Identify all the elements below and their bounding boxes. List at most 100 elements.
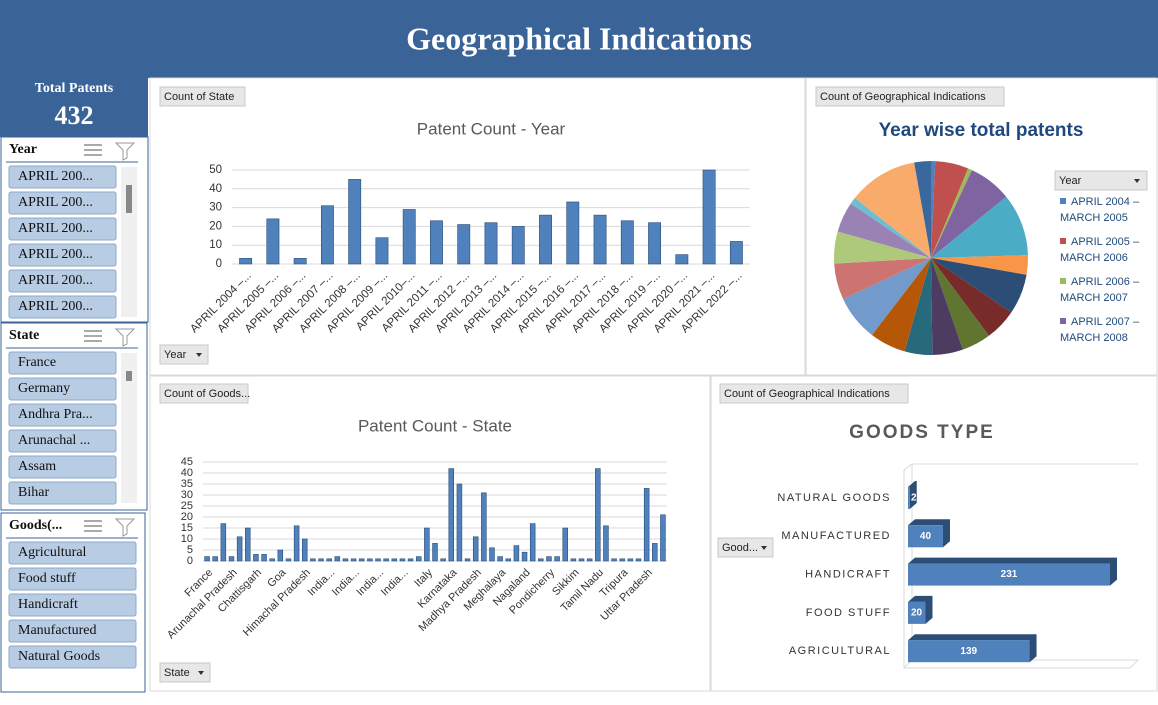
legend-swatch xyxy=(1060,318,1066,324)
pie-slice xyxy=(931,258,963,355)
bar xyxy=(391,558,398,562)
slicer-item[interactable] xyxy=(8,541,137,565)
value-button-label: Count of Goods... xyxy=(164,388,250,400)
bar xyxy=(375,237,389,265)
dropdown-arrow xyxy=(761,546,767,550)
slicer-item[interactable] xyxy=(8,455,117,479)
panel xyxy=(149,375,711,692)
bar xyxy=(908,487,910,509)
slicer-item[interactable] xyxy=(8,567,137,591)
pie-slice xyxy=(931,168,972,258)
slicer-item[interactable] xyxy=(8,217,117,241)
pie-slice xyxy=(914,161,931,258)
clear-filter-icon[interactable] xyxy=(114,328,136,347)
slicer-item[interactable] xyxy=(8,429,117,453)
y-tick-label: MANUFACTURED xyxy=(781,530,891,542)
slicer-item[interactable] xyxy=(8,351,117,375)
bar xyxy=(497,556,503,562)
slicer-item-label: APRIL 200... xyxy=(18,221,93,236)
bar xyxy=(383,558,389,562)
multiselect-icon[interactable] xyxy=(84,520,102,532)
chart-title: GOODS TYPE xyxy=(849,422,995,443)
bar xyxy=(457,224,471,265)
bar xyxy=(293,258,307,265)
slicer-item[interactable] xyxy=(8,191,117,215)
bar xyxy=(302,538,308,562)
pie-slice xyxy=(850,197,931,258)
y-tick-label: 10 xyxy=(181,533,193,545)
slicer-item[interactable] xyxy=(8,619,137,643)
slicer-item[interactable] xyxy=(8,377,117,401)
field-button[interactable] xyxy=(717,537,774,558)
slicer-item-label: APRIL 200... xyxy=(18,195,93,210)
legend-label: APRIL 2006 – MARCH 2007 xyxy=(1060,276,1140,304)
legend-entry: APRIL 2005 – MARCH 2006 xyxy=(1060,234,1150,266)
slicer-item-label: Germany xyxy=(18,381,70,396)
slicer-item-label: APRIL 200... xyxy=(18,273,93,288)
bar xyxy=(440,558,446,562)
value-button[interactable] xyxy=(719,383,909,404)
bar xyxy=(554,556,560,562)
slicer-item[interactable] xyxy=(8,645,137,669)
y-tick-label: 15 xyxy=(181,522,193,534)
bar xyxy=(415,556,422,562)
bar xyxy=(293,525,300,562)
bar xyxy=(407,558,414,562)
bar xyxy=(334,556,341,562)
slicer-item[interactable] xyxy=(8,243,117,267)
bar xyxy=(484,222,498,265)
chart-title: Patent Count - State xyxy=(358,416,512,435)
legend-dropdown[interactable] xyxy=(1054,170,1148,191)
bar xyxy=(456,483,463,562)
bar xyxy=(539,214,552,265)
legend-entry: APRIL 2004 – MARCH 2005 xyxy=(1060,194,1150,226)
slicer-item[interactable] xyxy=(8,295,117,319)
bar xyxy=(595,468,601,562)
bar xyxy=(350,558,357,562)
bar xyxy=(239,258,253,265)
pie-slice xyxy=(931,255,1028,275)
field-button[interactable] xyxy=(159,344,209,365)
y-tick-label: 40 xyxy=(209,183,222,195)
chart-title: Year wise total patents xyxy=(879,120,1084,141)
pie-slice xyxy=(843,258,931,335)
slicer-item[interactable] xyxy=(8,165,117,189)
slicer-item-label: Handicraft xyxy=(18,597,78,612)
value-button-label: Count of State xyxy=(164,91,234,103)
bar xyxy=(228,556,235,562)
data-label: 139 xyxy=(960,646,977,657)
bar xyxy=(245,527,251,562)
pie-slice xyxy=(854,162,931,258)
slicer-item[interactable] xyxy=(8,481,117,505)
value-button[interactable] xyxy=(159,383,249,404)
value-button[interactable] xyxy=(815,86,1005,107)
slicer-item-label: APRIL 200... xyxy=(18,247,93,262)
multiselect-icon[interactable] xyxy=(84,144,102,156)
bar xyxy=(424,527,430,562)
slicer-item[interactable] xyxy=(8,593,137,617)
bar xyxy=(908,525,943,548)
multiselect-icon[interactable] xyxy=(84,330,102,342)
slicer-item-label: Manufactured xyxy=(18,623,97,638)
slicer-item-label: Natural Goods xyxy=(18,649,100,664)
clear-filter-icon[interactable] xyxy=(114,142,136,161)
bar xyxy=(277,549,284,562)
slicer-item[interactable] xyxy=(8,269,117,293)
y-tick-label: NATURAL GOODS xyxy=(777,492,891,504)
dropdown-arrow xyxy=(198,671,204,675)
pie-slice xyxy=(931,161,969,258)
bar xyxy=(253,554,259,562)
value-button[interactable] xyxy=(159,86,246,107)
value-button-label: Count of Geographical Indications xyxy=(724,388,890,400)
pie-slice xyxy=(931,170,1007,258)
slicer-item-label: APRIL 200... xyxy=(18,299,93,314)
value-button-label: Count of Geographical Indications xyxy=(820,91,986,103)
bar xyxy=(643,488,650,562)
bar xyxy=(566,201,580,265)
field-button[interactable] xyxy=(159,662,211,683)
slicer-item[interactable] xyxy=(8,403,117,427)
bar-depth xyxy=(908,595,933,624)
legend-title: Year xyxy=(1059,175,1082,187)
clear-filter-icon[interactable] xyxy=(114,518,136,537)
y-tick-label: 30 xyxy=(181,489,193,501)
